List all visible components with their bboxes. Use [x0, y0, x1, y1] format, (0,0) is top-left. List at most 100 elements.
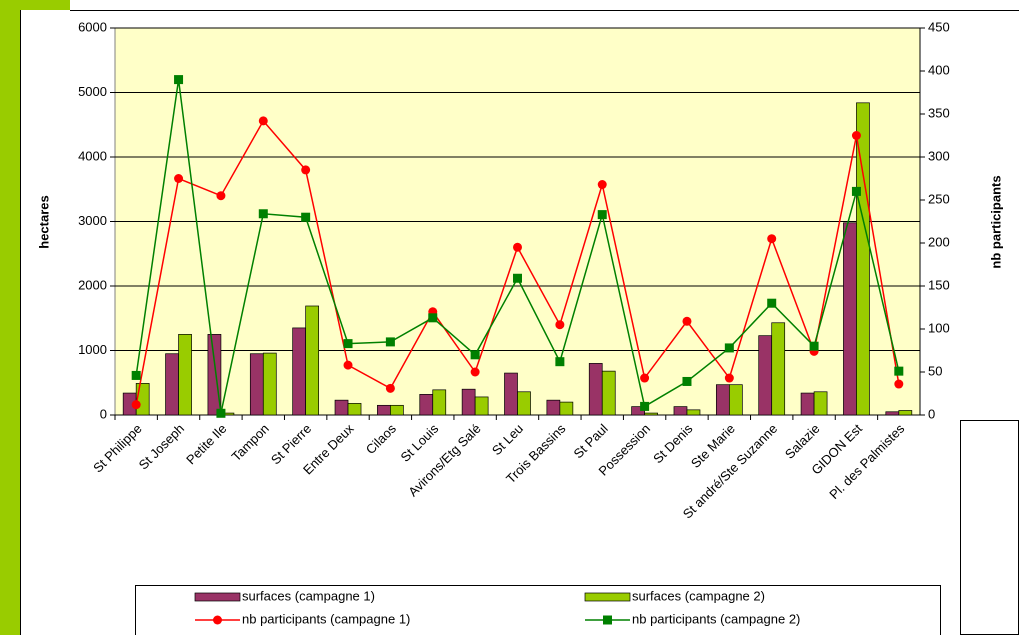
legend-label: nb participants (campagne 1) — [242, 611, 410, 626]
bar — [178, 334, 192, 416]
bar — [207, 334, 222, 416]
marker — [428, 313, 438, 323]
y2-tick-label: 50 — [928, 363, 942, 378]
y2-tick-label: 0 — [928, 406, 935, 421]
bar — [771, 322, 786, 416]
marker — [809, 341, 819, 351]
legend-marker — [603, 615, 612, 625]
side-box — [960, 420, 1019, 635]
bar — [474, 396, 489, 416]
marker — [724, 343, 734, 353]
legend — [135, 585, 941, 635]
x-tick-label: St Paul — [571, 421, 611, 461]
marker — [894, 379, 904, 389]
y-tick-label: 1000 — [78, 342, 107, 357]
bar — [601, 370, 616, 416]
y2-tick-label: 400 — [928, 62, 950, 77]
bar — [885, 411, 900, 416]
marker — [640, 401, 650, 411]
y2-tick-label: 150 — [928, 277, 950, 292]
bar — [856, 102, 870, 416]
y2-tick-label: 300 — [928, 148, 950, 163]
x-tick-label: St Leu — [489, 421, 526, 458]
bar — [504, 372, 518, 416]
marker — [301, 165, 311, 175]
bar — [305, 305, 320, 416]
legend-swatch — [584, 592, 631, 602]
y-tick-label: 2000 — [78, 277, 107, 292]
legend-label: surfaces (campagne 1) — [242, 588, 375, 603]
marker — [682, 376, 692, 386]
marker — [216, 408, 226, 418]
marker — [724, 373, 734, 383]
bar — [135, 383, 150, 416]
bar — [249, 353, 264, 416]
bar — [461, 388, 476, 416]
marker — [216, 191, 226, 201]
marker — [597, 210, 607, 220]
marker — [385, 337, 395, 347]
y2-tick-label: 100 — [928, 320, 950, 335]
bar — [800, 392, 815, 416]
marker — [258, 209, 268, 219]
bar — [377, 404, 391, 416]
marker — [258, 116, 268, 126]
marker — [470, 367, 480, 377]
y2-tick-label: 200 — [928, 234, 950, 249]
bar — [546, 399, 561, 416]
marker — [767, 234, 777, 244]
x-tick-label: Cilaos — [363, 421, 400, 458]
marker — [513, 273, 522, 283]
bar — [813, 391, 828, 416]
marker — [131, 400, 141, 410]
bar — [728, 384, 743, 416]
legend-swatch — [194, 592, 241, 602]
x-tick-label: Pl. des Palmistes — [826, 421, 907, 502]
bar — [419, 394, 434, 416]
marker — [513, 242, 522, 252]
bar — [686, 409, 701, 416]
marker — [174, 75, 184, 85]
bar — [644, 412, 658, 416]
bar — [758, 335, 773, 416]
bar — [843, 222, 857, 416]
marker — [894, 366, 904, 376]
y2-tick-label: 250 — [928, 191, 950, 206]
x-tick-label: St Philippe — [90, 421, 145, 476]
bar — [390, 404, 404, 416]
y2-tick-label: 450 — [928, 19, 950, 34]
marker — [640, 373, 650, 383]
bar — [292, 327, 307, 416]
marker — [174, 174, 184, 183]
corner-strip — [0, 0, 70, 10]
marker — [470, 350, 480, 360]
legend-label: surfaces (campagne 2) — [632, 588, 765, 603]
marker — [385, 383, 395, 393]
x-tick-label: St Joseph — [136, 421, 187, 472]
bar — [262, 352, 277, 416]
marker — [682, 316, 692, 326]
bar — [165, 353, 179, 416]
bar — [517, 391, 531, 416]
bar — [715, 384, 730, 416]
bar — [347, 403, 362, 416]
bar — [432, 389, 447, 416]
marker — [555, 320, 565, 330]
side-strip — [0, 0, 20, 635]
y-axis-label: hectares — [36, 195, 51, 248]
legend-label: nb participants (campagne 2) — [632, 611, 800, 626]
y-tick-label: 4000 — [78, 148, 107, 163]
y2-axis-label: nb participants — [988, 175, 1003, 268]
y-tick-label: 5000 — [78, 84, 107, 99]
y-tick-label: 6000 — [78, 19, 107, 34]
x-tick-label: Avirons/Etg Salé — [405, 421, 483, 499]
marker — [767, 298, 777, 308]
bar — [898, 410, 913, 416]
x-tick-label: Salazie — [782, 421, 823, 462]
legend-marker — [213, 615, 222, 625]
marker — [555, 357, 565, 367]
x-tick-label: Tampon — [229, 421, 272, 464]
bar — [559, 401, 574, 416]
y-tick-label: 0 — [100, 406, 107, 421]
